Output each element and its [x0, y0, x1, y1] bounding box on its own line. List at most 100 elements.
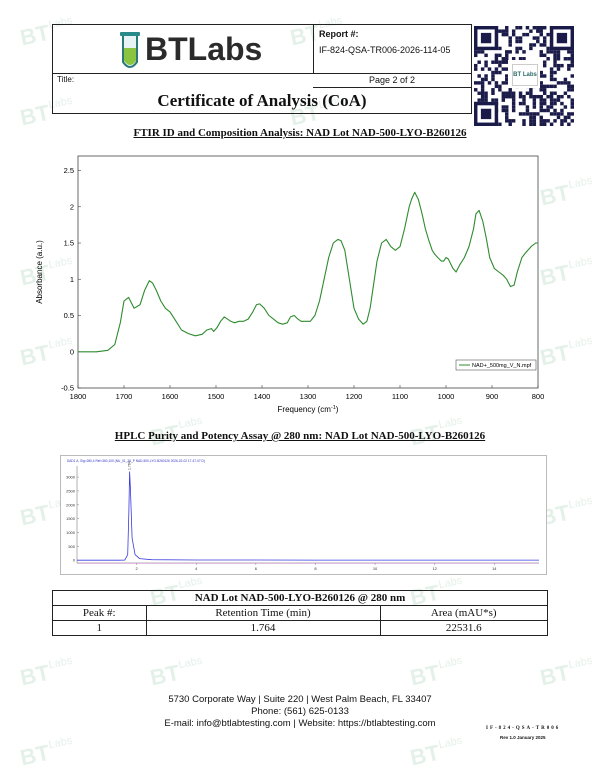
- qr-module: [553, 101, 557, 106]
- watermark-sub: Labs: [177, 654, 204, 672]
- qr-module: [522, 32, 526, 37]
- qr-module: [525, 112, 530, 116]
- qr-module: [560, 94, 564, 99]
- hplc-x-tick-label: 6: [255, 566, 258, 571]
- qr-module: [474, 88, 478, 92]
- qr-module: [491, 77, 495, 82]
- qr-module: [560, 63, 564, 68]
- qr-finder-inner: [556, 32, 568, 44]
- qr-module: [501, 91, 506, 95]
- qr-module: [542, 119, 547, 123]
- qr-module: [536, 39, 540, 44]
- ftir-x-tick-label: 1600: [162, 392, 179, 401]
- qr-module: [560, 122, 564, 126]
- qr-module: [563, 115, 568, 120]
- page-indicator: Page 2 of 2: [313, 73, 471, 88]
- qr-module: [487, 81, 492, 85]
- cell-peak: 1: [52, 620, 147, 636]
- qr-module: [570, 112, 574, 116]
- watermark-sub: Labs: [567, 174, 594, 192]
- qr-module: [563, 105, 568, 109]
- qr-module: [515, 39, 519, 44]
- ftir-x-tick-label: 1500: [208, 392, 225, 401]
- qr-module: [511, 101, 516, 106]
- hplc-y-tick-label: 1500: [66, 516, 76, 521]
- qr-module: [505, 94, 509, 99]
- qr-module: [546, 84, 550, 89]
- qr-module: [491, 98, 495, 102]
- qr-module: [542, 88, 547, 92]
- qr-module: [515, 46, 519, 51]
- qr-module: [539, 32, 543, 37]
- table-row: 1 1.764 22531.6: [52, 620, 548, 636]
- qr-module: [501, 57, 506, 61]
- qr-module: [542, 60, 547, 64]
- qr-module: [505, 67, 509, 71]
- watermark-sub: Labs: [567, 494, 594, 512]
- qr-module: [532, 119, 537, 123]
- qr-module: [518, 101, 523, 106]
- qr-module: [491, 70, 495, 75]
- qr-module: [480, 91, 485, 95]
- qr-module: [505, 53, 509, 58]
- ftir-y-tick-label: 0.5: [64, 311, 74, 320]
- qr-module: [505, 81, 509, 85]
- qr-module: [501, 67, 506, 71]
- qr-module: [494, 81, 499, 85]
- qr-module: [549, 50, 554, 54]
- watermark-logo: BTLabs: [17, 654, 74, 691]
- qr-module: [549, 94, 554, 99]
- qr-module: [529, 46, 533, 51]
- qr-module: [542, 26, 547, 30]
- qr-module: [556, 63, 561, 68]
- qr-module: [529, 119, 533, 123]
- qr-module: [515, 50, 519, 54]
- watermark-sub: Labs: [177, 574, 204, 592]
- qr-module: [529, 43, 533, 47]
- ftir-x-tick-label: 1700: [116, 392, 133, 401]
- qr-module: [480, 88, 485, 92]
- qr-module: [477, 74, 481, 78]
- qr-module: [532, 43, 537, 47]
- qr-module: [525, 108, 530, 113]
- qr-module: [505, 50, 509, 54]
- qr-module: [567, 94, 571, 99]
- qr-module: [560, 81, 564, 85]
- qr-module: [570, 84, 574, 89]
- qr-module: [546, 105, 550, 109]
- qr-module: [546, 46, 550, 51]
- logo-box: BTLabs: [53, 25, 314, 74]
- qr-module: [518, 91, 523, 95]
- qr-module: [529, 29, 533, 33]
- results-table: NAD Lot NAD-500-LYO-B260126 @ 280 nm Pea…: [52, 590, 548, 636]
- ftir-x-tick-label: 1300: [300, 392, 317, 401]
- ftir-section-title: FTIR ID and Composition Analysis: NAD Lo…: [133, 127, 467, 139]
- qr-module: [536, 36, 540, 40]
- qr-module: [539, 84, 543, 89]
- watermark-sub: Labs: [47, 734, 74, 752]
- cell-area: 22531.6: [379, 620, 548, 636]
- qr-module: [556, 98, 561, 102]
- watermark-logo: BTLabs: [537, 654, 594, 691]
- qr-module: [511, 91, 516, 95]
- ftir-x-tick-label: 1800: [70, 392, 87, 401]
- qr-module: [546, 32, 550, 37]
- qr-module: [501, 108, 506, 113]
- qr-module: [498, 29, 502, 33]
- qr-module: [498, 88, 502, 92]
- ftir-plot-area: [77, 155, 539, 389]
- qr-module: [549, 77, 554, 82]
- qr-module: [553, 70, 557, 75]
- qr-module: [525, 32, 530, 37]
- qr-module: [484, 98, 488, 102]
- hplc-x-tick-label: 14: [492, 566, 497, 571]
- qr-module: [549, 91, 554, 95]
- qr-module: [491, 60, 495, 64]
- hplc-section-title: HPLC Purity and Potency Assay @ 280 nm: …: [114, 430, 486, 442]
- qr-module: [542, 122, 547, 126]
- qr-module: [542, 43, 547, 47]
- watermark-sub: Labs: [567, 334, 594, 352]
- watermark-sub: Labs: [567, 654, 594, 672]
- qr-module: [505, 115, 509, 120]
- watermark-sub: Labs: [437, 654, 464, 672]
